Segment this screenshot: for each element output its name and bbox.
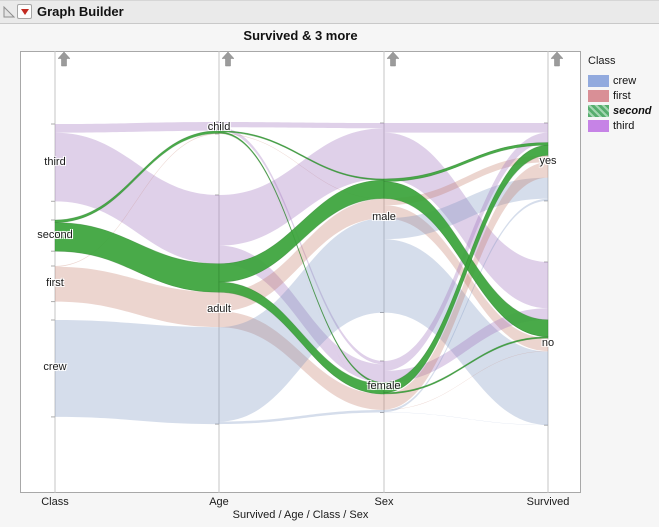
flow-band-second.female-yes[interactable] — [383, 144, 549, 394]
chart-title[interactable]: Survived & 3 more — [243, 28, 358, 43]
flow-band-crew-adult[interactable] — [55, 320, 219, 425]
flow-band-first.child-male[interactable] — [219, 133, 384, 200]
axis-up-arrow[interactable] — [221, 51, 235, 67]
flow-band-first.female-yes[interactable] — [384, 162, 548, 410]
flow-band-first.female-no[interactable] — [384, 351, 548, 410]
flow-band-crew.male-no[interactable] — [384, 239, 548, 425]
flow-band-third.male-yes[interactable] — [384, 123, 548, 133]
flow-band-first.male-no[interactable] — [384, 205, 548, 351]
flow-band-third.child-female[interactable] — [219, 127, 384, 365]
plot-panel — [20, 51, 581, 493]
category-label-crew[interactable]: crew — [43, 361, 67, 374]
axis-up-arrow[interactable] — [57, 51, 71, 67]
legend-item-crew[interactable]: crew — [588, 74, 658, 88]
flow-band-crew.female-no[interactable] — [384, 412, 548, 426]
legend-item-third[interactable]: third — [588, 119, 658, 133]
axis-name-sex[interactable]: Sex — [374, 496, 394, 508]
red-triangle-icon — [20, 8, 29, 15]
category-label-child[interactable]: child — [207, 120, 231, 133]
legend: Class crew first second third — [588, 55, 658, 134]
category-label-male[interactable]: male — [372, 210, 396, 223]
category-label-first[interactable]: first — [46, 276, 64, 289]
flow-band-third-child[interactable] — [55, 122, 219, 133]
legend-title: Class — [588, 55, 616, 67]
flow-band-first-adult[interactable] — [55, 266, 219, 328]
legend-item-first[interactable]: first — [588, 89, 658, 103]
legend-label: second — [613, 105, 652, 117]
outline-header: Graph Builder — [0, 0, 659, 24]
legend-swatch-first — [588, 90, 609, 102]
flow-band-crew.male-yes[interactable] — [384, 177, 548, 240]
disclosure-triangle-icon[interactable] — [3, 6, 15, 18]
flow-band-second.female-no[interactable] — [383, 336, 549, 395]
flow-band-third-adult[interactable] — [55, 132, 219, 264]
x-axis-title[interactable]: Survived / Age / Class / Sex — [232, 509, 369, 521]
category-label-third[interactable]: third — [44, 155, 66, 168]
flow-band-first.child-female[interactable] — [219, 133, 384, 395]
legend-swatch-third — [588, 120, 609, 132]
window-title: Graph Builder — [37, 4, 124, 19]
category-label-no[interactable]: no — [541, 336, 555, 349]
flow-band-crew.adult-female[interactable] — [219, 410, 384, 425]
flow-band-first.male-yes[interactable] — [384, 155, 548, 206]
axis-up-arrow[interactable] — [386, 51, 400, 67]
legend-label: third — [613, 120, 635, 132]
flow-band-first.adult-male[interactable] — [219, 199, 384, 312]
category-label-female[interactable]: female — [367, 379, 401, 392]
legend-item-second[interactable]: second — [588, 104, 658, 118]
flow-band-first-child[interactable] — [55, 133, 219, 267]
axis-name-survived[interactable]: Survived — [526, 496, 570, 508]
axis-name-class[interactable]: Class — [41, 496, 69, 508]
flow-band-third.adult-male[interactable] — [219, 128, 384, 246]
flow-band-third.child-male[interactable] — [219, 122, 384, 129]
legend-swatch-second — [588, 105, 609, 117]
flow-band-third.adult-female[interactable] — [219, 245, 384, 383]
flow-band-crew.adult-male[interactable] — [219, 218, 384, 422]
legend-swatch-crew — [588, 75, 609, 87]
flow-band-first.adult-female[interactable] — [219, 311, 384, 410]
red-triangle-menu-button[interactable] — [17, 4, 32, 19]
category-label-adult[interactable]: adult — [207, 302, 231, 315]
flow-band-crew.female-yes[interactable] — [384, 198, 548, 413]
legend-label: first — [613, 90, 631, 102]
axis-name-age[interactable]: Age — [209, 496, 229, 508]
legend-label: crew — [613, 75, 637, 87]
flow-band-second.adult-female[interactable] — [218, 281, 385, 395]
axis-up-arrow[interactable] — [550, 51, 564, 67]
category-label-yes[interactable]: yes — [539, 154, 557, 167]
category-label-second[interactable]: second — [37, 228, 73, 241]
